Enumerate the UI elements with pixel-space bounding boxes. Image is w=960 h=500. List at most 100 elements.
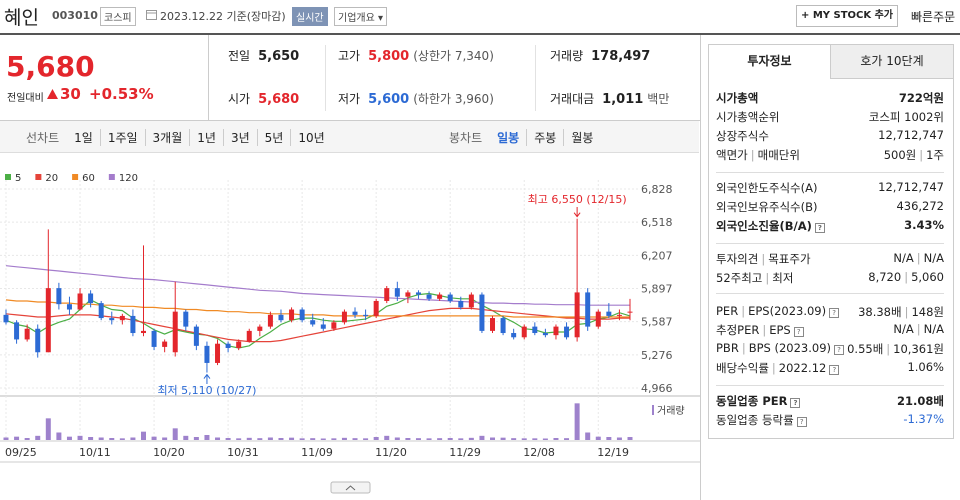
stat-value: 178,497 <box>591 49 651 64</box>
tab[interactable]: 호가 10단계 <box>830 45 953 79</box>
volume-bar <box>14 436 20 440</box>
label-part: 2022.12 <box>778 361 827 375</box>
y-tick-label: 4,966 <box>641 382 673 395</box>
candle-body <box>3 314 9 323</box>
volume-bar <box>299 438 305 440</box>
help-icon[interactable]: ? <box>790 398 801 408</box>
period-tab[interactable]: 5년 <box>256 129 291 146</box>
volume-bar <box>490 437 496 440</box>
realtime-button[interactable]: 실시간 <box>292 7 328 26</box>
candle-body <box>341 311 347 323</box>
period-tab[interactable]: 월봉 <box>563 129 600 146</box>
base-date: 2023.12.22 기준(장마감) <box>160 10 286 23</box>
candle-body <box>119 315 125 321</box>
scroll-handle[interactable] <box>330 481 371 494</box>
volume-bar <box>341 437 347 440</box>
value-part: N/A <box>893 322 914 336</box>
volume-bar <box>66 436 72 440</box>
info-value: 8,720 | 5,060 <box>868 270 944 286</box>
stock-name: 혜인 <box>4 7 39 29</box>
separator: | <box>904 305 909 319</box>
change: 30 <box>60 85 81 103</box>
info-row: 외국인한도주식수(A) 12,712,747 <box>716 180 944 196</box>
change-rate: +0.53% <box>89 85 154 103</box>
candle-body <box>564 326 570 338</box>
mystock-button[interactable]: + MY STOCK 추가 <box>796 5 898 27</box>
candle-body <box>511 333 517 338</box>
x-tick-label: 11/29 <box>449 446 481 459</box>
label-part: 배당수익률 <box>716 361 769 375</box>
label-part: PER <box>716 304 739 318</box>
info-label: 외국인한도주식수(A) <box>716 180 817 196</box>
candle-body <box>77 293 83 310</box>
volume-bar <box>426 438 432 440</box>
value-part: 3.43% <box>904 218 944 232</box>
volume-bar <box>331 438 337 440</box>
stat: 거래량 178,497 <box>550 47 650 64</box>
value-part: 0.55배 <box>847 342 884 356</box>
info-row: 동일업종 등락률? -1.37% <box>716 412 944 428</box>
volume-bar <box>373 437 379 440</box>
label-part: 52주최고 <box>716 271 763 285</box>
legend-swatch <box>35 174 42 180</box>
help-icon[interactable]: ? <box>796 417 807 427</box>
invest-panel <box>708 44 954 439</box>
candle-body <box>542 333 548 336</box>
value-part: 10,361원 <box>893 342 944 356</box>
stat: 전일 5,650 <box>228 47 299 64</box>
stat-label: 거래량 <box>550 49 584 63</box>
tab[interactable]: 투자정보 <box>709 45 830 79</box>
separator: | <box>741 304 746 318</box>
period-tab[interactable]: 3개월 <box>144 129 190 146</box>
tab-label: 봉차트 <box>449 131 483 145</box>
value-part: 코스피 1002위 <box>868 110 944 124</box>
legend-label: 20 <box>45 173 58 184</box>
quick-order[interactable]: 빠른주문 <box>911 10 956 24</box>
volume-bar <box>3 437 9 440</box>
current-price: 5,680 <box>6 50 95 83</box>
change-label: 전일대비 <box>7 93 44 104</box>
help-icon[interactable]: ? <box>829 308 840 318</box>
separator: | <box>761 252 766 266</box>
candle-body <box>289 309 295 321</box>
y-tick-label: 6,828 <box>641 183 673 196</box>
separator: | <box>771 361 776 375</box>
volume-bar <box>532 438 538 440</box>
overview-label: 기업개요 <box>338 13 375 24</box>
candle-body <box>320 324 326 329</box>
candle-body <box>151 330 157 347</box>
stat-label: 전일 <box>228 49 251 63</box>
label-part: 추정PER <box>716 323 760 337</box>
help-icon[interactable]: ? <box>834 345 845 355</box>
period-tab[interactable]: 일봉 <box>497 131 520 145</box>
ma-line <box>5 299 630 318</box>
volume-bar <box>162 437 168 440</box>
help-icon[interactable]: ? <box>814 223 825 233</box>
candle-body <box>45 288 51 353</box>
period-tab[interactable]: 3년 <box>222 129 257 146</box>
help-icon[interactable]: ? <box>829 365 840 375</box>
period-tab[interactable]: 주봉 <box>526 129 563 146</box>
period-tab[interactable]: 10년 <box>290 129 331 146</box>
value-part: N/A <box>893 251 914 265</box>
period-tab[interactable]: 1일 <box>74 131 93 145</box>
help-icon[interactable]: ? <box>793 327 804 337</box>
period-tab[interactable]: 1주일 <box>99 129 145 146</box>
volume-bar <box>595 436 601 440</box>
period-tab[interactable]: 1년 <box>189 129 223 146</box>
info-label: PBR | BPS (2023.09)? <box>716 341 845 357</box>
label-part: 동일업종 PER <box>716 394 788 408</box>
info-label: 투자의견 | 목표주가 <box>716 251 811 267</box>
info-label: 동일업종 등락률? <box>716 412 807 428</box>
overview-button[interactable]: 기업개요 ▾ <box>334 7 388 26</box>
stat-extra: 백만 <box>647 92 670 106</box>
value-part: 5,060 <box>911 270 944 284</box>
stat-label: 고가 <box>338 49 361 63</box>
separator: | <box>904 270 909 284</box>
candle-body <box>88 293 94 304</box>
info-label: PER | EPS(2023.09)? <box>716 304 840 320</box>
volume-bar <box>56 432 62 440</box>
legend-swatch <box>5 174 11 180</box>
y-tick-label: 5,276 <box>641 349 673 362</box>
